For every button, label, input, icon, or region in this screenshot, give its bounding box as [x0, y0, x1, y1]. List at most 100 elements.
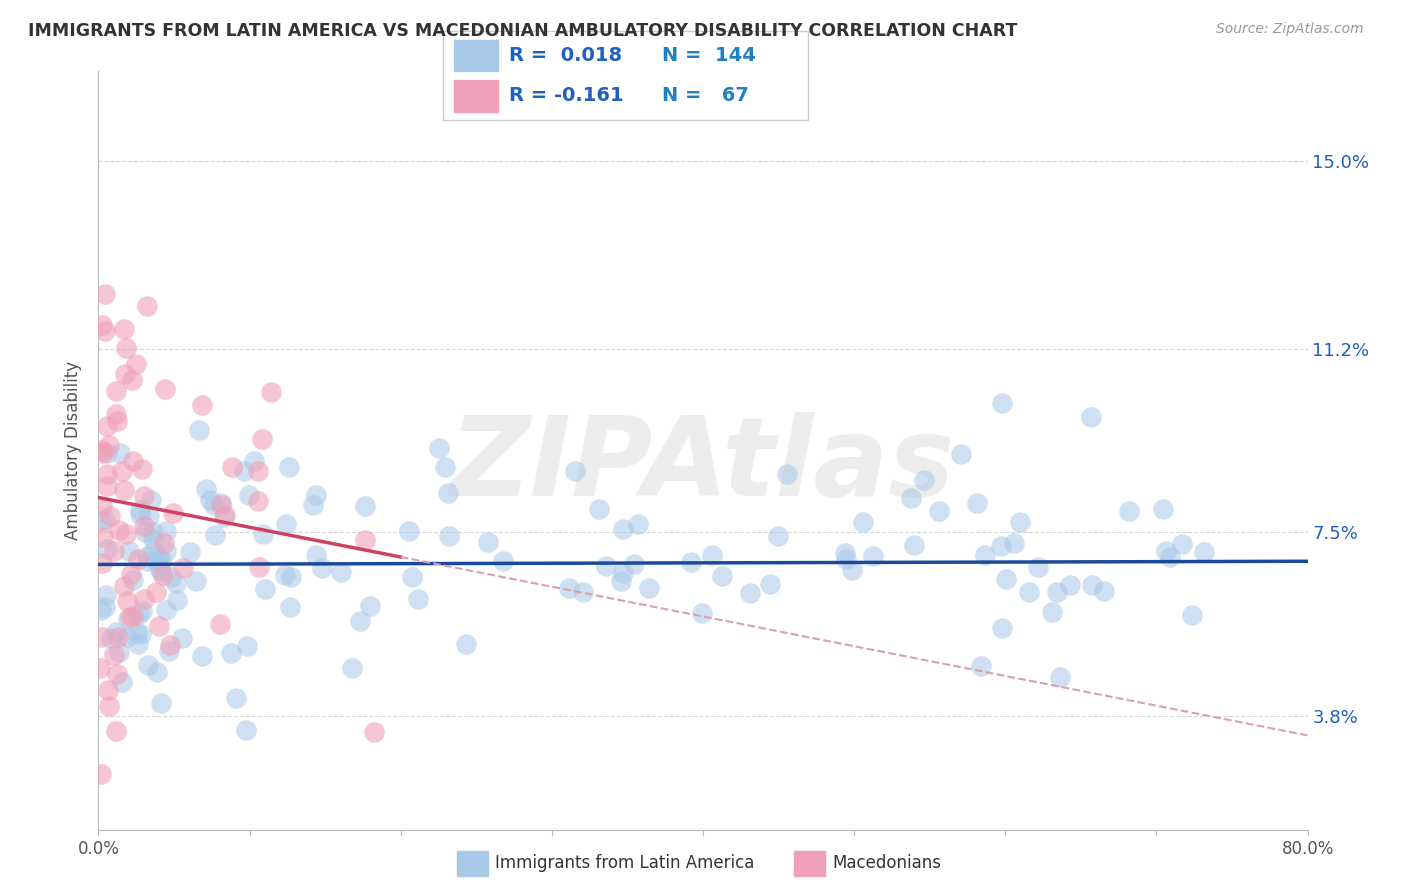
Point	[155, 524, 177, 538]
Point	[900, 491, 922, 505]
Point	[98, 698, 121, 713]
Point	[612, 566, 634, 580]
Text: N =  144: N = 144	[662, 46, 756, 65]
Point	[128, 607, 150, 621]
Point	[132, 591, 155, 606]
Point	[129, 507, 152, 521]
Point	[136, 554, 159, 568]
Text: ZIPAtlas: ZIPAtlas	[450, 412, 956, 519]
Text: Source: ZipAtlas.com: Source: ZipAtlas.com	[1216, 22, 1364, 37]
Point	[122, 453, 145, 467]
Point	[94, 599, 117, 614]
Point	[107, 414, 129, 428]
Point	[994, 573, 1017, 587]
Point	[94, 324, 117, 338]
Point	[148, 619, 170, 633]
Point	[1192, 545, 1215, 559]
Point	[437, 486, 460, 500]
Point	[120, 610, 142, 624]
Point	[112, 483, 135, 497]
Point	[242, 453, 264, 467]
Point	[768, 529, 790, 543]
Point	[159, 638, 181, 652]
Point	[990, 621, 1012, 635]
Point	[159, 569, 181, 583]
Point	[108, 446, 131, 460]
Point	[349, 614, 371, 628]
Point	[363, 724, 385, 739]
Point	[834, 551, 856, 566]
Point	[280, 570, 302, 584]
Point	[401, 570, 423, 584]
Point	[966, 496, 988, 510]
Point	[477, 534, 499, 549]
Point	[103, 648, 125, 663]
Point	[127, 637, 149, 651]
Point	[104, 724, 127, 739]
Point	[91, 318, 114, 332]
Point	[232, 464, 254, 478]
Point	[342, 661, 364, 675]
Point	[149, 562, 172, 576]
Point	[90, 556, 112, 570]
Point	[122, 609, 145, 624]
Point	[903, 537, 925, 551]
Text: Macedonians: Macedonians	[832, 855, 942, 872]
Point	[1046, 585, 1069, 599]
Point	[91, 499, 114, 513]
Point	[427, 442, 450, 456]
Point	[991, 396, 1014, 410]
Point	[190, 649, 212, 664]
Point	[112, 321, 135, 335]
Point	[121, 373, 143, 387]
Point	[564, 464, 586, 478]
Point	[118, 544, 141, 558]
Point	[152, 536, 174, 550]
Point	[131, 461, 153, 475]
Point	[93, 286, 115, 301]
Point	[112, 578, 135, 592]
Point	[96, 479, 118, 493]
Point	[100, 508, 122, 523]
Y-axis label: Ambulatory Disability: Ambulatory Disability	[65, 361, 83, 540]
Point	[612, 522, 634, 536]
Point	[247, 560, 270, 574]
Point	[1008, 515, 1031, 529]
Point	[90, 766, 112, 780]
Point	[209, 617, 232, 632]
Point	[912, 474, 935, 488]
Point	[225, 690, 247, 705]
Point	[90, 602, 112, 616]
Point	[191, 398, 214, 412]
Point	[152, 567, 174, 582]
Point	[107, 524, 129, 538]
Point	[125, 358, 148, 372]
Point	[128, 502, 150, 516]
Point	[145, 554, 167, 568]
Point	[115, 341, 138, 355]
Point	[609, 574, 631, 588]
Point	[91, 530, 114, 544]
Point	[260, 384, 283, 399]
Point	[162, 507, 184, 521]
Point	[155, 544, 177, 558]
Point	[679, 555, 702, 569]
Point	[398, 524, 420, 538]
Point	[114, 368, 136, 382]
Point	[949, 447, 972, 461]
Point	[238, 488, 260, 502]
Point	[1159, 549, 1181, 564]
Point	[94, 589, 117, 603]
Point	[103, 544, 125, 558]
Point	[588, 502, 610, 516]
Point	[1152, 502, 1174, 516]
Point	[200, 493, 222, 508]
Point	[132, 519, 155, 533]
Point	[138, 508, 160, 523]
Point	[862, 549, 884, 563]
Point	[311, 561, 333, 575]
Point	[115, 594, 138, 608]
Point	[105, 624, 128, 639]
Point	[928, 504, 950, 518]
Point	[710, 569, 733, 583]
